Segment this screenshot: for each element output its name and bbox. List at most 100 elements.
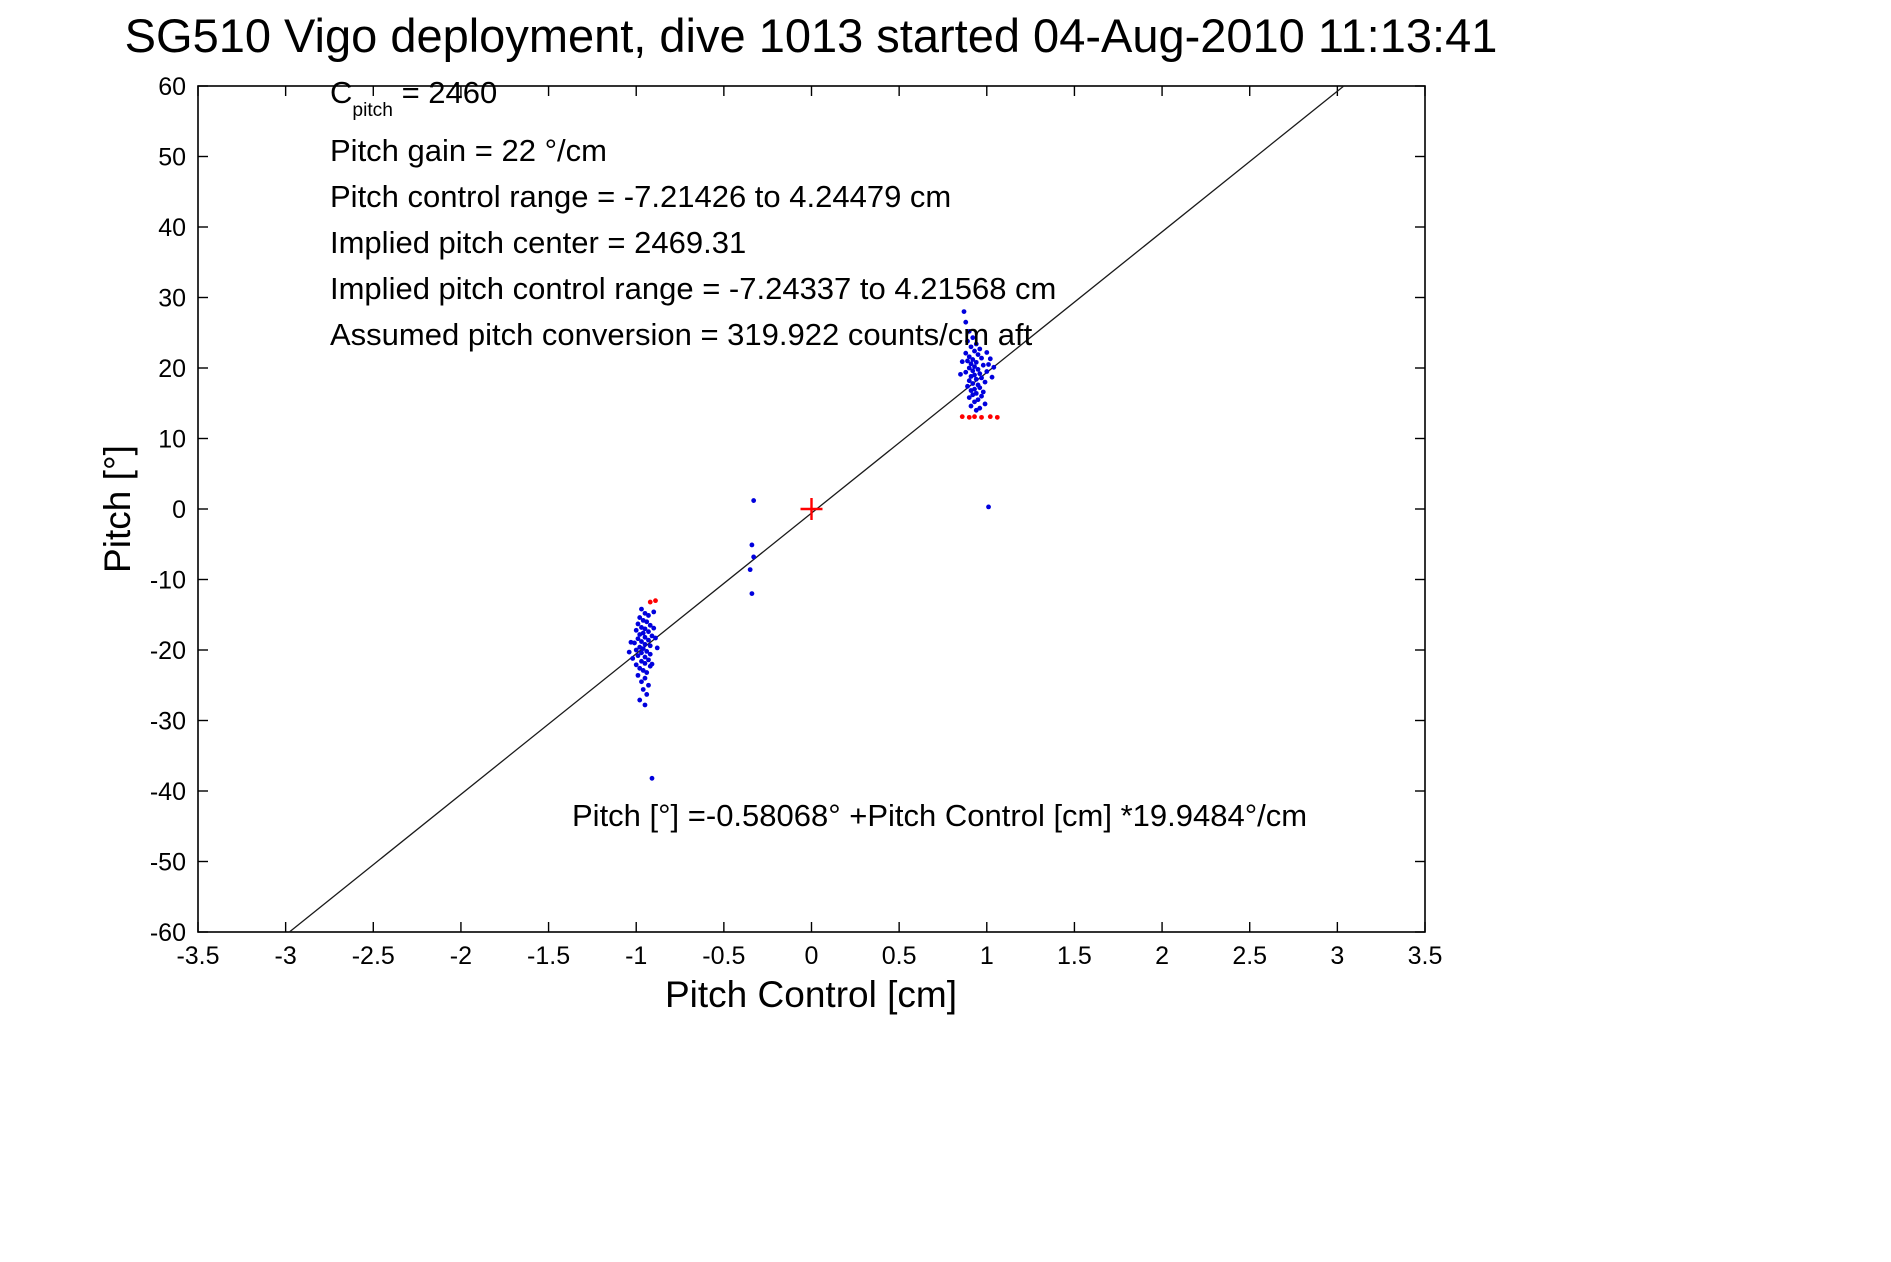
- observed-pitch-point: [635, 621, 641, 627]
- observed-pitch-point: [966, 365, 972, 371]
- y-tick-label: 10: [158, 426, 186, 454]
- y-tick-label: 50: [158, 144, 186, 172]
- annotation-line: Pitch gain = 22 °/cm: [330, 133, 607, 169]
- y-tick-label: -30: [150, 708, 186, 736]
- observed-pitch-point: [977, 371, 983, 377]
- observed-pitch-point: [637, 615, 643, 620]
- observed-pitch-point: [633, 627, 639, 633]
- observed-pitch-point: [975, 397, 981, 403]
- observed-pitch-point: [968, 344, 974, 350]
- observed-pitch-point: [959, 359, 965, 365]
- observed-pitch-point: [968, 374, 974, 379]
- flagged-pitch-point: [653, 598, 658, 604]
- observed-pitch-point: [958, 371, 963, 377]
- annotation-line: Implied pitch control range = -7.24337 t…: [330, 271, 1057, 307]
- x-tick-label: 0.5: [882, 942, 917, 970]
- observed-pitch-point: [977, 385, 983, 391]
- observed-pitch-point: [642, 675, 648, 681]
- observed-pitch-point: [639, 606, 644, 612]
- x-tick-label: -2.5: [352, 942, 395, 970]
- observed-pitch-point: [751, 498, 757, 503]
- observed-pitch-point: [963, 369, 969, 375]
- observed-pitch-point: [966, 395, 972, 401]
- flagged-pitch-point: [994, 414, 1000, 420]
- observed-pitch-point: [640, 687, 646, 692]
- x-tick-label: 3.5: [1408, 942, 1443, 970]
- x-tick-label: -1.5: [527, 942, 570, 970]
- x-tick-label: -3: [275, 942, 297, 970]
- observed-pitch-point: [640, 646, 646, 651]
- observed-pitch-point: [984, 369, 990, 374]
- y-tick-label: -50: [150, 849, 186, 877]
- observed-pitch-point: [982, 401, 988, 407]
- observed-pitch-point: [646, 637, 651, 643]
- x-tick-label: 1.5: [1057, 942, 1092, 970]
- observed-pitch-point: [986, 504, 991, 510]
- flagged-pitch-point: [647, 599, 653, 605]
- observed-pitch-point: [749, 542, 755, 548]
- observed-pitch-point: [637, 697, 643, 703]
- observed-pitch-point: [644, 692, 650, 697]
- observed-pitch-point: [968, 403, 974, 409]
- observed-pitch-point: [966, 378, 972, 384]
- c-pitch-prefix: C: [330, 75, 353, 110]
- observed-pitch-point: [970, 381, 976, 386]
- annotation-line: Assumed pitch conversion = 319.922 count…: [330, 317, 1033, 353]
- flagged-pitch-point: [972, 414, 977, 420]
- observed-pitch-point: [626, 649, 632, 655]
- y-tick-label: -10: [150, 567, 186, 595]
- annotation-block: Cpitch = 2460 Pitch gain = 22 °/cm Pitch …: [330, 70, 1056, 358]
- observed-pitch-point: [970, 335, 976, 341]
- x-tick-label: 2: [1155, 942, 1169, 970]
- observed-pitch-point: [654, 645, 660, 651]
- observed-pitch-point: [980, 389, 986, 395]
- observed-pitch-point: [965, 338, 970, 344]
- y-tick-label: 20: [158, 355, 186, 383]
- y-tick-label: -60: [150, 919, 186, 947]
- observed-pitch-point: [970, 368, 976, 374]
- observed-pitch-point: [644, 649, 650, 654]
- observed-pitch-point: [963, 350, 969, 356]
- observed-pitch-point: [989, 374, 995, 380]
- c-pitch-value: = 2460: [392, 75, 498, 110]
- observed-pitch-point: [973, 376, 979, 382]
- observed-pitch-point: [973, 359, 979, 365]
- observed-pitch-point: [635, 672, 641, 678]
- observed-pitch-point: [642, 634, 648, 640]
- annotation-line: Pitch control range = -7.21426 to 4.2447…: [330, 179, 952, 215]
- observed-pitch-point: [644, 619, 650, 625]
- observed-pitch-point: [747, 567, 753, 573]
- y-tick-label: 30: [158, 285, 186, 313]
- observed-pitch-point: [961, 309, 967, 314]
- observed-pitch-point: [968, 361, 974, 367]
- observed-pitch-point: [649, 633, 655, 639]
- observed-pitch-point: [970, 357, 976, 362]
- observed-pitch-point: [751, 554, 757, 560]
- chart-title: SG510 Vigo deployment, dive 1013 started…: [124, 9, 1498, 62]
- observed-pitch-point: [637, 632, 643, 637]
- y-tick-label: 60: [158, 73, 186, 101]
- observed-pitch-point: [630, 656, 636, 661]
- y-tick-label: -40: [150, 778, 186, 806]
- observed-pitch-point: [966, 354, 972, 360]
- observed-pitch-point: [977, 405, 983, 411]
- observed-pitch-point: [635, 636, 641, 642]
- observed-pitch-point: [651, 609, 657, 615]
- observed-pitch-point: [968, 388, 974, 393]
- annotation-c-pitch: Cpitch = 2460: [330, 70, 1056, 128]
- observed-pitch-point: [973, 341, 979, 347]
- annotation-lines: Pitch gain = 22 °/cm Pitch control range …: [330, 128, 1056, 358]
- observed-pitch-point: [965, 383, 970, 389]
- observed-pitch-point: [963, 319, 969, 325]
- observed-pitch-point: [986, 362, 991, 367]
- observed-pitch-point: [972, 348, 977, 354]
- observed-pitch-point: [633, 647, 639, 653]
- observed-pitch-point: [633, 662, 639, 668]
- observed-pitch-point: [649, 775, 655, 781]
- observed-pitch-point: [635, 653, 641, 659]
- observed-pitch-point: [642, 654, 648, 660]
- observed-pitch-point: [982, 379, 988, 385]
- observed-pitch-point: [966, 328, 972, 334]
